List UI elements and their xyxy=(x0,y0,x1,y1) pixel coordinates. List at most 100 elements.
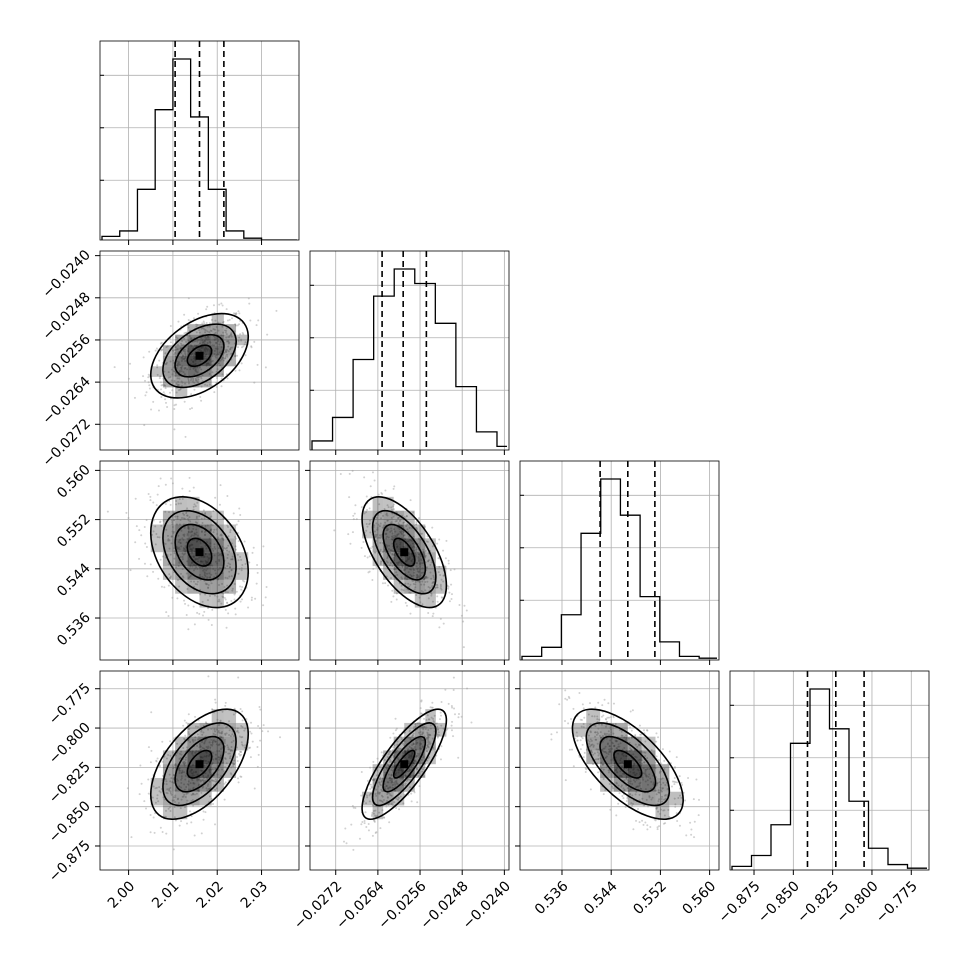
sample-point xyxy=(634,735,637,738)
sample-point xyxy=(584,771,587,774)
sample-point xyxy=(178,752,181,755)
sample-point xyxy=(187,378,190,381)
sample-point xyxy=(202,818,205,821)
sample-point xyxy=(422,775,425,778)
sample-point xyxy=(394,568,397,571)
sample-point xyxy=(162,519,165,522)
sample-point xyxy=(186,514,189,517)
sample-point xyxy=(163,586,166,589)
y-tick-label: −0.800 xyxy=(46,720,94,768)
sample-point xyxy=(239,775,242,778)
sample-point xyxy=(163,384,166,387)
sample-point xyxy=(176,515,179,518)
sample-point xyxy=(411,734,414,737)
sample-point xyxy=(190,338,193,341)
sample-point xyxy=(217,536,220,539)
sample-point xyxy=(379,563,382,566)
sample-point xyxy=(231,733,234,736)
sample-point xyxy=(646,757,649,760)
sample-point xyxy=(173,816,176,819)
density-cell xyxy=(211,777,224,792)
density-cell xyxy=(223,324,237,335)
sample-point xyxy=(610,733,613,736)
sample-point xyxy=(343,840,346,843)
sample-point xyxy=(176,518,179,521)
sample-point xyxy=(208,594,211,597)
sample-point xyxy=(139,764,142,767)
sample-point xyxy=(675,812,678,815)
sample-point xyxy=(230,335,233,338)
sample-point xyxy=(589,731,592,734)
sample-point xyxy=(199,375,202,378)
sample-point xyxy=(227,345,230,348)
y-tick-label: −0.775 xyxy=(46,680,94,728)
sample-point xyxy=(655,732,658,735)
sample-point xyxy=(408,585,411,588)
sample-point xyxy=(237,676,240,679)
sample-point xyxy=(427,597,430,600)
sample-point xyxy=(261,730,264,733)
density-cell xyxy=(211,764,224,778)
sample-point xyxy=(445,539,448,542)
sample-point xyxy=(147,381,150,384)
sample-point xyxy=(659,812,662,815)
sample-point xyxy=(453,707,456,710)
panel-frame xyxy=(309,250,510,451)
sample-point xyxy=(439,758,442,761)
panel-frame xyxy=(99,460,300,661)
sample-point xyxy=(685,834,688,837)
sample-point xyxy=(403,516,406,519)
sample-point xyxy=(371,778,374,781)
sample-point xyxy=(228,550,231,553)
sample-point xyxy=(166,792,169,795)
sample-point xyxy=(196,522,199,525)
sample-point xyxy=(197,329,200,332)
sample-point xyxy=(370,813,373,816)
density-cell xyxy=(223,709,237,723)
sample-point xyxy=(214,496,217,499)
sample-point xyxy=(184,602,187,605)
density-cell xyxy=(383,496,394,511)
sample-point xyxy=(378,781,381,784)
sample-point xyxy=(189,337,192,340)
sample-point xyxy=(167,584,170,587)
sample-point xyxy=(662,781,665,784)
sample-point xyxy=(192,793,195,796)
sample-point xyxy=(209,795,212,798)
sample-point xyxy=(232,763,235,766)
sample-point xyxy=(187,739,190,742)
sample-point xyxy=(372,778,375,781)
sample-point xyxy=(234,536,237,539)
sample-point xyxy=(225,626,228,629)
sample-point xyxy=(236,760,239,763)
sample-point xyxy=(229,346,232,349)
sample-point xyxy=(223,351,226,354)
sample-point xyxy=(206,384,209,387)
sample-point xyxy=(220,732,223,735)
sample-point xyxy=(255,582,258,585)
sample-point xyxy=(451,706,454,709)
sample-point xyxy=(395,727,398,730)
sample-point xyxy=(160,384,163,387)
sample-point xyxy=(402,802,405,805)
sample-point xyxy=(229,749,232,752)
sample-point xyxy=(438,565,441,568)
sample-point xyxy=(598,718,601,721)
sample-point xyxy=(180,342,183,345)
sample-point xyxy=(433,730,436,733)
sample-point xyxy=(643,761,646,764)
sample-point xyxy=(184,796,187,799)
sample-point xyxy=(253,340,256,343)
density-cell xyxy=(425,709,436,723)
sample-point xyxy=(376,792,379,795)
sample-point xyxy=(218,583,221,586)
sample-point xyxy=(201,322,204,325)
sample-point xyxy=(426,744,429,747)
sample-point xyxy=(221,582,224,585)
sample-point xyxy=(223,329,226,332)
sample-point xyxy=(431,615,434,618)
sample-point xyxy=(176,383,179,386)
sample-point xyxy=(215,370,218,373)
density-cell xyxy=(211,334,224,346)
sample-point xyxy=(222,596,225,599)
